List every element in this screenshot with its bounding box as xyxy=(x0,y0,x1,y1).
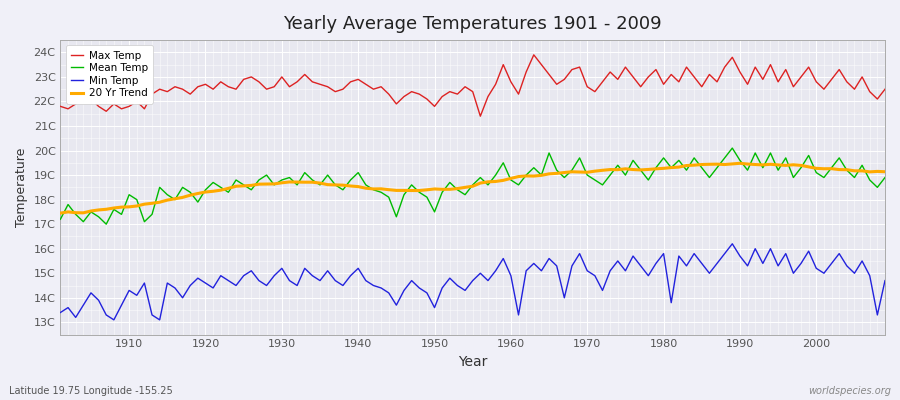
Min Temp xyxy=(513,312,524,317)
Max Temp xyxy=(513,92,524,96)
Y-axis label: Temperature: Temperature xyxy=(15,148,28,227)
Min Temp xyxy=(506,273,517,278)
Max Temp xyxy=(506,80,517,84)
Mean Temp xyxy=(513,182,524,187)
Mean Temp xyxy=(123,192,134,197)
Min Temp xyxy=(55,310,66,315)
Line: Min Temp: Min Temp xyxy=(60,244,885,320)
Min Temp xyxy=(605,268,616,273)
Line: 20 Yr Trend: 20 Yr Trend xyxy=(60,163,885,213)
Line: Max Temp: Max Temp xyxy=(60,55,885,116)
20 Yr Trend xyxy=(330,182,341,187)
Title: Yearly Average Temperatures 1901 - 2009: Yearly Average Temperatures 1901 - 2009 xyxy=(284,15,662,33)
20 Yr Trend xyxy=(506,176,517,181)
Min Temp xyxy=(123,288,134,293)
Line: Mean Temp: Mean Temp xyxy=(60,148,885,224)
Mean Temp xyxy=(55,217,66,222)
Max Temp xyxy=(475,114,486,118)
Min Temp xyxy=(879,278,890,283)
Text: worldspecies.org: worldspecies.org xyxy=(808,386,891,396)
Max Temp xyxy=(284,84,295,89)
Min Temp xyxy=(727,241,738,246)
Mean Temp xyxy=(101,222,112,226)
Mean Temp xyxy=(292,182,302,187)
Max Temp xyxy=(612,77,623,82)
Min Temp xyxy=(338,283,348,288)
Max Temp xyxy=(879,87,890,92)
20 Yr Trend xyxy=(498,178,508,183)
Max Temp xyxy=(330,89,341,94)
Max Temp xyxy=(55,104,66,109)
Text: Latitude 19.75 Longitude -155.25: Latitude 19.75 Longitude -155.25 xyxy=(9,386,173,396)
Legend: Max Temp, Mean Temp, Min Temp, 20 Yr Trend: Max Temp, Mean Temp, Min Temp, 20 Yr Tre… xyxy=(66,45,153,104)
20 Yr Trend xyxy=(879,169,890,174)
Max Temp xyxy=(528,52,539,57)
Mean Temp xyxy=(879,175,890,180)
Min Temp xyxy=(292,283,302,288)
20 Yr Trend xyxy=(597,168,608,173)
20 Yr Trend xyxy=(116,205,127,210)
Min Temp xyxy=(109,318,120,322)
20 Yr Trend xyxy=(734,161,745,166)
20 Yr Trend xyxy=(284,180,295,184)
Mean Temp xyxy=(338,188,348,192)
Mean Temp xyxy=(605,173,616,178)
Max Temp xyxy=(116,106,127,111)
X-axis label: Year: Year xyxy=(458,355,488,369)
20 Yr Trend xyxy=(55,211,66,216)
Mean Temp xyxy=(506,178,517,182)
Mean Temp xyxy=(727,146,738,150)
